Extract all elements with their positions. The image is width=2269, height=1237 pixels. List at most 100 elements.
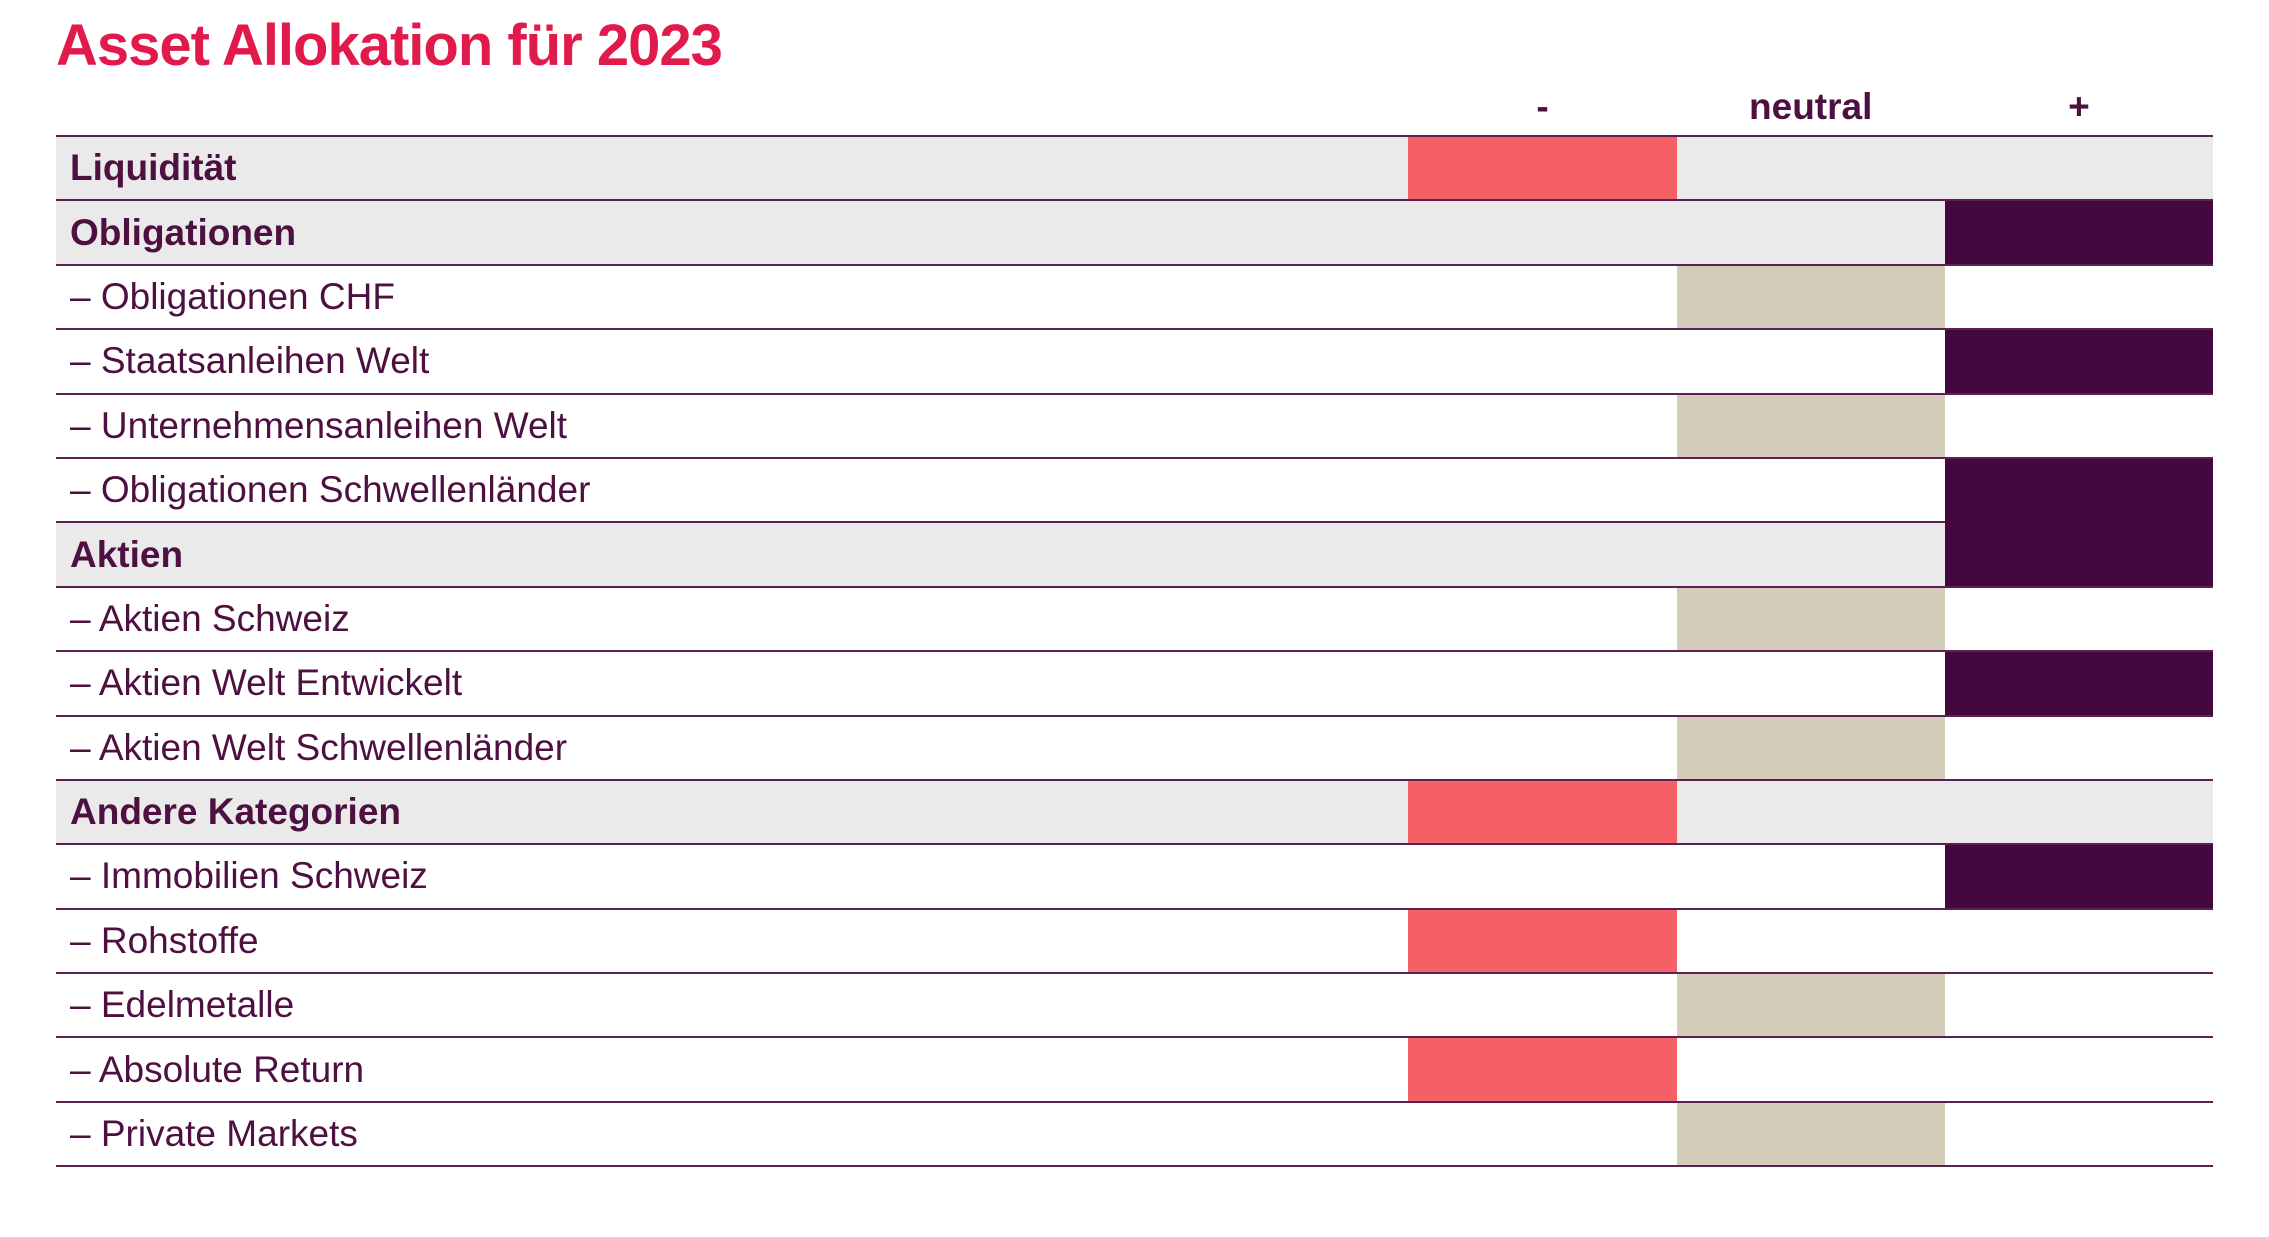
cell-neutral [1677,652,1945,714]
allocation-bar-neutral [1676,587,1945,651]
row-label: – Unternehmensanleihen Welt [70,404,568,446]
cell-neutral [1677,137,1945,199]
allocation-bar-minus [1408,137,1677,200]
allocation-bar-neutral [1676,716,1945,779]
cell-minus [1408,459,1676,521]
row-label: – Private Markets [70,1113,358,1155]
cell-minus [1408,1103,1676,1165]
cell-plus [1944,652,2213,715]
cell-minus [1408,845,1676,907]
allocation-table-body: Liquidität Obligationen – Obligationen C… [56,135,2213,1168]
page-title: Asset Allokation für 2023 [56,13,723,78]
header-minus: - [1536,86,1549,127]
row-label: – Edelmetalle [70,984,295,1026]
cell-minus [1408,330,1676,392]
cell-minus [1408,717,1676,779]
table-row: – Aktien Schweiz [56,585,2213,651]
table-row: – Unternehmensanleihen Welt [56,392,2213,457]
row-label: – Absolute Return [70,1048,365,1090]
cell-plus [1945,1103,2213,1165]
row-label: Liquidität [70,147,237,189]
table-row: – Rohstoffe [56,907,2213,973]
cell-minus [1408,137,1677,200]
row-label: Aktien [70,533,184,575]
row-label: – Obligationen CHF [70,275,395,317]
allocation-bar-neutral [1676,394,1945,457]
row-label: Obligationen [70,211,297,253]
cell-minus [1408,201,1676,263]
table-row: – Aktien Welt Entwickelt [56,650,2213,715]
category-row: Obligationen [56,199,2213,264]
cell-plus [1945,910,2213,972]
cell-minus [1408,780,1677,844]
row-label: – Staatsanleihen Welt [70,340,430,382]
allocation-bar-neutral [1676,974,1945,1037]
cell-plus [1945,266,2213,328]
table-row: – Edelmetalle [56,972,2213,1037]
cell-neutral [1676,1102,1945,1166]
cell-minus [1408,652,1676,714]
category-row: Aktien [56,521,2213,586]
allocation-bar-minus [1408,909,1677,973]
allocation-bar-minus [1408,1038,1677,1101]
cell-neutral [1677,523,1945,585]
cell-plus [1944,845,2213,908]
cell-plus [1945,717,2213,779]
cell-neutral [1676,974,1945,1037]
cell-minus [1408,1038,1677,1101]
table-row: – Immobilien Schweiz [56,843,2213,908]
cell-neutral [1677,910,1945,972]
allocation-bar-plus [1944,458,2213,524]
cell-plus [1944,458,2213,524]
allocation-bar-plus [1944,201,2213,264]
table-row: – Absolute Return [56,1036,2213,1101]
allocation-bar-minus [1408,780,1677,844]
category-row: Andere Kategorien [56,778,2213,844]
column-header-row: - neutral + [56,71,2213,135]
cell-plus [1944,330,2213,393]
cell-neutral [1677,459,1945,521]
allocation-bar-plus [1944,845,2213,908]
cell-neutral [1676,265,1945,329]
header-neutral: neutral [1749,86,1873,127]
cell-minus [1408,588,1676,650]
cell-neutral [1677,781,1945,843]
allocation-bar-neutral [1676,265,1945,329]
table-row: – Obligationen CHF [56,263,2213,329]
cell-plus [1945,395,2213,457]
cell-minus [1408,395,1676,457]
cell-plus [1945,588,2213,650]
allocation-bar-plus [1944,523,2213,586]
cell-plus [1945,974,2213,1036]
cell-neutral [1676,394,1945,457]
row-label: – Aktien Welt Schwellenländer [70,726,568,768]
category-row: Liquidität [56,135,2213,200]
cell-minus [1408,909,1677,973]
row-label: – Aktien Welt Entwickelt [70,662,463,704]
row-label: – Immobilien Schweiz [70,855,428,897]
cell-minus [1408,523,1676,585]
table-row: – Aktien Welt Schwellenländer [56,714,2213,779]
cell-neutral [1677,1038,1945,1100]
allocation-bar-plus [1944,652,2213,715]
cell-neutral [1676,716,1945,779]
cell-plus [1945,781,2213,843]
cell-minus [1408,974,1676,1036]
cell-plus [1945,137,2213,199]
table-row: – Private Markets [56,1100,2213,1166]
table-row: – Staatsanleihen Welt [56,328,2213,393]
cell-minus [1408,266,1676,328]
cell-neutral [1677,201,1945,263]
header-plus: + [2068,86,2090,127]
cell-plus [1944,523,2213,586]
row-label: – Aktien Schweiz [70,597,350,639]
cell-neutral [1677,845,1945,907]
cell-neutral [1677,330,1945,392]
cell-plus [1945,1038,2213,1100]
table-row: – Obligationen Schwellenländer [56,456,2213,524]
cell-plus [1944,201,2213,264]
allocation-bar-neutral [1676,1102,1945,1166]
allocation-bar-plus [1944,330,2213,393]
row-label: Andere Kategorien [70,791,402,833]
